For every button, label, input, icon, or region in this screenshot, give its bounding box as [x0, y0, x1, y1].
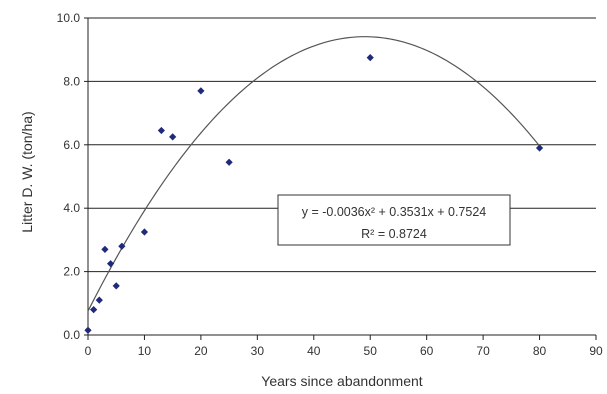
- data-point: [157, 126, 165, 135]
- y-tick-labels: 0.0 2.0 4.0 6.0 8.0 10.0: [57, 11, 81, 342]
- data-point: [535, 144, 544, 152]
- y-tick-label: 8.0: [63, 74, 80, 88]
- x-tick-label: 20: [194, 344, 208, 358]
- x-tick-label: 40: [307, 344, 321, 358]
- data-point: [112, 282, 120, 290]
- x-tick-label: 60: [420, 344, 434, 358]
- equation-box-frame: [277, 194, 511, 246]
- x-tick-labels: 0 10 20 30 40 50 60 70 80 90: [85, 344, 603, 358]
- data-point: [197, 87, 205, 95]
- y-tick-label: 2.0: [63, 265, 80, 279]
- trendline: [87, 36, 541, 312]
- y-tick-label: 6.0: [63, 138, 80, 152]
- x-tick-label: 80: [533, 344, 547, 358]
- axes: [84, 17, 597, 340]
- y-tick-label: 10.0: [57, 11, 81, 25]
- y-tick-label: 0.0: [63, 328, 80, 342]
- x-tick-label: 10: [138, 344, 152, 358]
- x-tick-label: 70: [476, 344, 490, 358]
- x-tick-label: 30: [251, 344, 265, 358]
- data-point: [95, 296, 103, 304]
- data-point: [140, 228, 149, 236]
- trendline-equation-box: y = -0.0036x² + 0.3531x + 0.7524 R² = 0.…: [277, 194, 511, 246]
- data-point: [118, 242, 126, 250]
- data-point: [106, 260, 115, 268]
- data-point: [225, 158, 233, 166]
- data-point: [84, 326, 92, 334]
- y-tick-label: 4.0: [63, 201, 80, 215]
- data-point: [90, 306, 98, 314]
- y-axis-title: Litter D. W. (ton/ha): [19, 111, 35, 232]
- trendline-equation: y = -0.0036x² + 0.3531x + 0.7524: [302, 205, 487, 219]
- data-point: [101, 245, 109, 254]
- data-points: [84, 54, 544, 334]
- x-tick-label: 0: [85, 344, 92, 358]
- x-tick-label: 90: [589, 344, 603, 358]
- x-tick-label: 50: [364, 344, 378, 358]
- gridlines: [88, 17, 596, 273]
- data-point: [366, 54, 374, 62]
- r-squared-label: R² = 0.8724: [361, 227, 427, 241]
- data-point: [169, 133, 177, 141]
- x-axis-title: Years since abandonment: [261, 373, 422, 389]
